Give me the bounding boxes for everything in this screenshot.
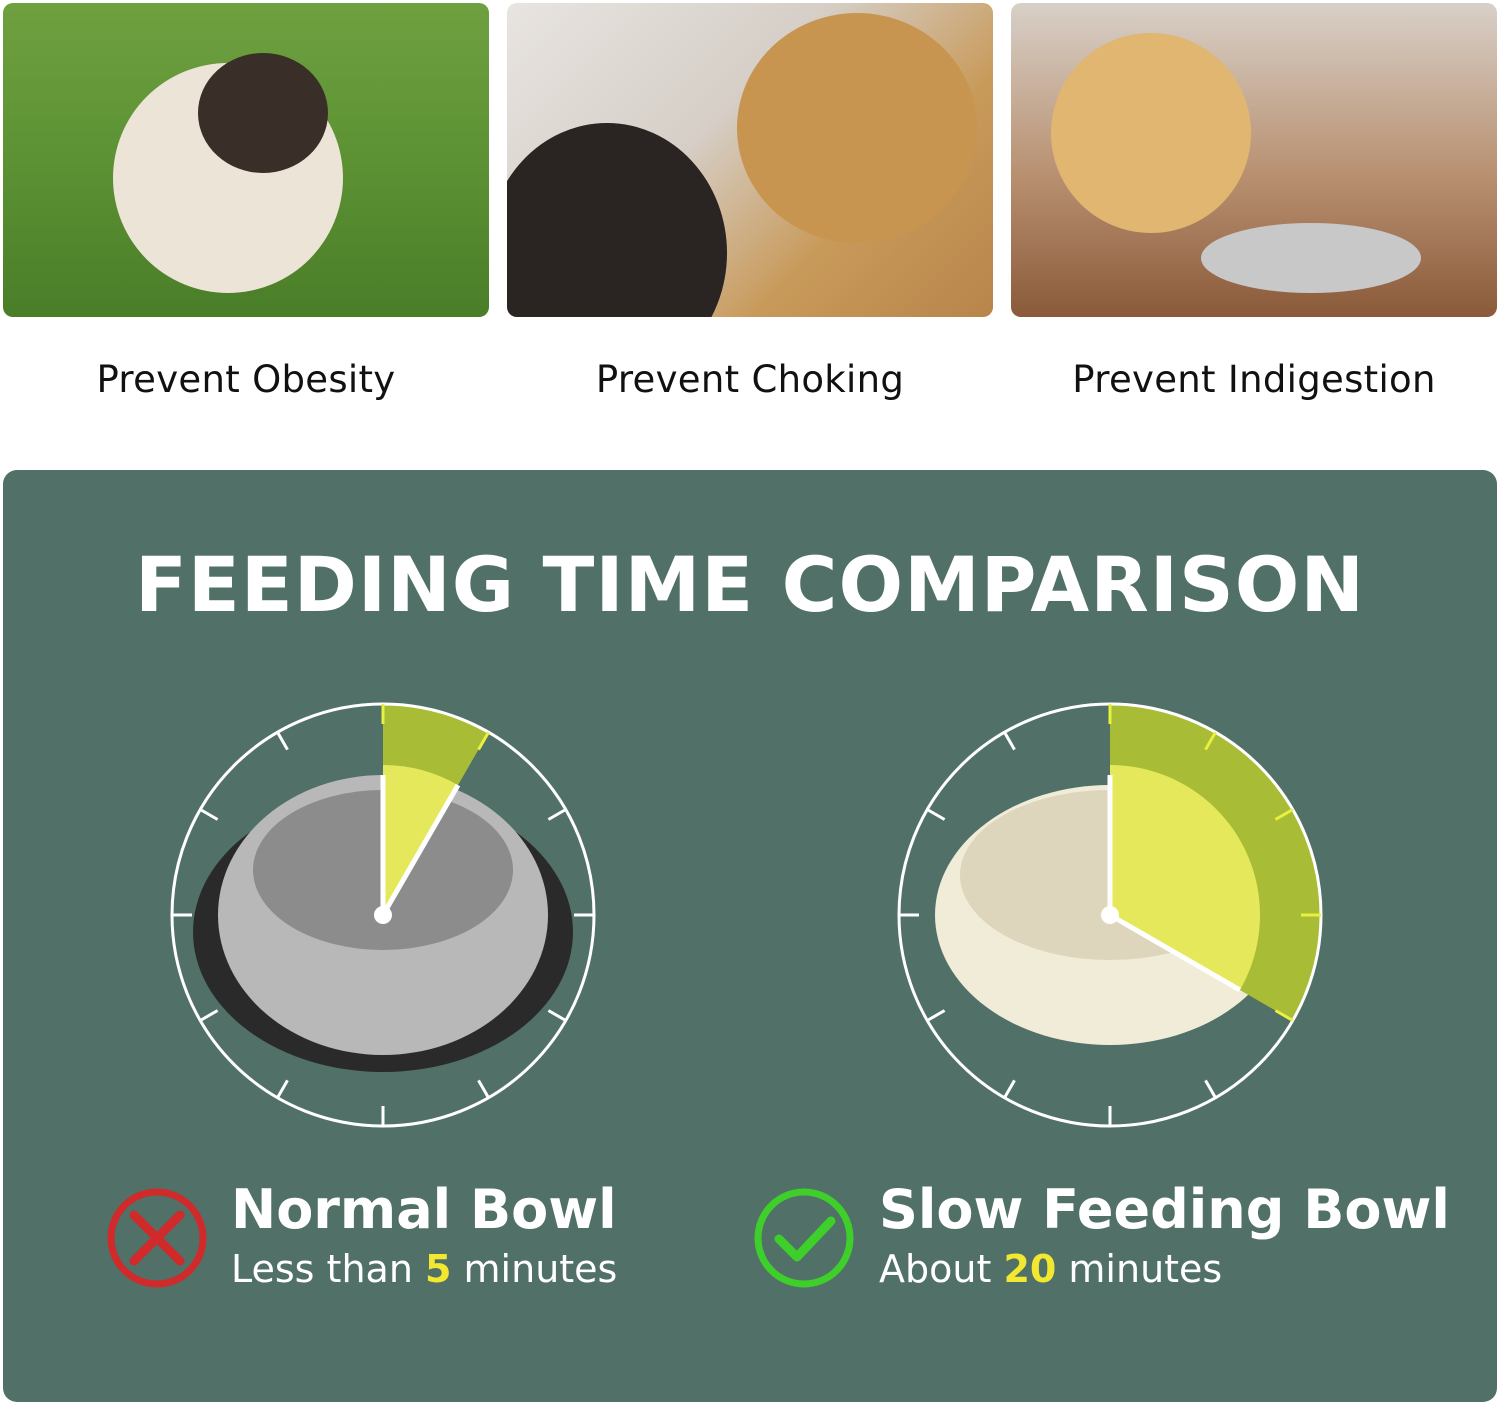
comparison-panel: FEEDING TIME COMPARISON Normal Bowl Less…: [3, 470, 1497, 1402]
time-wedge-inner: [1110, 765, 1260, 990]
clock-tick: [1274, 1009, 1294, 1022]
clock-hand: [1108, 912, 1242, 993]
photo-pug: [3, 3, 489, 317]
slow-bowl-label: Slow Feeding Bowl About 20 minutes: [879, 1175, 1450, 1293]
red-cross-icon: [107, 1188, 207, 1288]
bowl-name: Normal Bowl: [231, 1178, 617, 1241]
comparison-title: FEEDING TIME COMPARISON: [135, 540, 1365, 629]
feeding-time: Less than 5 minutes: [231, 1247, 618, 1291]
normal-bowl-clock: [170, 702, 596, 1128]
normal-bowl-label: Normal Bowl Less than 5 minutes: [231, 1175, 617, 1293]
slow-bowl-clock: [897, 702, 1323, 1128]
benefit-caption: Prevent Indigestion: [1072, 358, 1436, 401]
photo-labrador: [1011, 3, 1497, 317]
clock-tick: [1274, 808, 1294, 821]
clock-tick: [926, 808, 946, 821]
clock-tick: [1003, 731, 1016, 751]
clock-tick: [926, 1009, 946, 1022]
photo-golden-retriever: [507, 3, 993, 317]
clock-tick: [199, 808, 219, 821]
time-wedge-inner: [383, 765, 458, 915]
green-check-icon: [754, 1188, 854, 1288]
benefit-caption: Prevent Choking: [595, 358, 905, 401]
clock-tick: [547, 808, 567, 821]
clock-tick: [276, 1079, 289, 1099]
clock-tick: [547, 1009, 567, 1022]
clock-tick: [276, 731, 289, 751]
clock-hand: [380, 783, 461, 917]
clock-tick: [1003, 1079, 1016, 1099]
feeding-time: About 20 minutes: [879, 1247, 1223, 1291]
clock-tick: [477, 731, 490, 751]
clock-tick: [199, 1009, 219, 1022]
clock-center: [1101, 906, 1119, 924]
clock-center: [374, 906, 392, 924]
clock-tick: [1204, 731, 1217, 751]
clock-tick: [1204, 1079, 1217, 1099]
benefit-caption: Prevent Obesity: [96, 358, 396, 401]
bowl-name: Slow Feeding Bowl: [879, 1178, 1450, 1241]
clock-tick: [477, 1079, 490, 1099]
